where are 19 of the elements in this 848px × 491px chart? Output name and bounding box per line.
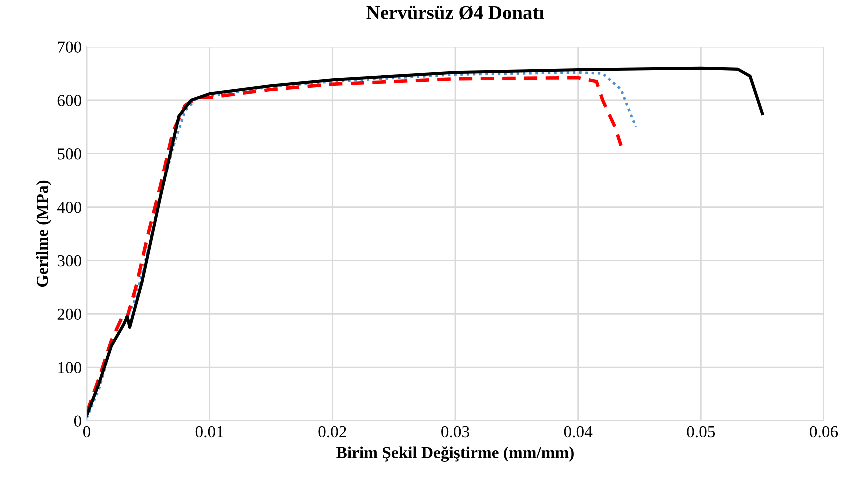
- y-tick-label: 100: [58, 362, 82, 374]
- x-tick-label: 0.01: [196, 426, 224, 438]
- x-tick-label: 0.03: [442, 426, 470, 438]
- x-tick-label: 0.05: [687, 426, 716, 438]
- x-tick-label: 0.02: [318, 426, 346, 438]
- x-axis-title: Birim Şekil Değiştirme (mm/mm): [336, 446, 574, 462]
- y-axis-title: Gerilme (MPa): [36, 180, 52, 288]
- y-tick-label: 300: [58, 255, 82, 267]
- y-tick-label: 700: [58, 42, 82, 53]
- y-tick-label: 200: [58, 308, 82, 320]
- x-tick-label: 0.06: [810, 426, 838, 438]
- y-tick-label: 400: [57, 202, 82, 214]
- chart-title: Nervürsüz Ø4 Donatı: [366, 6, 544, 20]
- y-tick-label: 600: [58, 95, 82, 106]
- line-series: [87, 66, 764, 418]
- x-tick-label: 0: [83, 426, 91, 438]
- y-tick-label: 500: [58, 148, 82, 160]
- y-tick-label: 0: [74, 416, 82, 427]
- x-tick-label: 0.04: [564, 426, 593, 438]
